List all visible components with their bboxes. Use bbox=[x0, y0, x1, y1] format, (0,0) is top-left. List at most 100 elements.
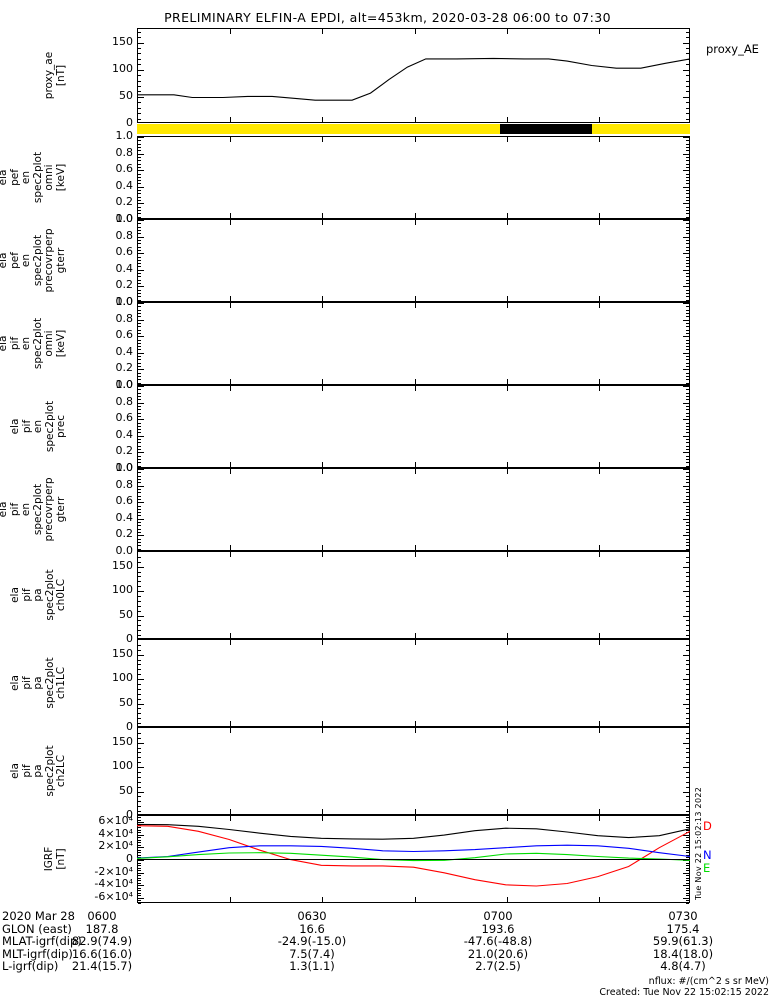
x-tick bbox=[507, 137, 508, 142]
y-minor-tick bbox=[686, 883, 689, 884]
y-minor-tick bbox=[686, 399, 689, 400]
y-minor-tick bbox=[138, 482, 141, 483]
y-minor-tick bbox=[138, 645, 141, 646]
y-tick-label: 0.8 bbox=[115, 228, 134, 242]
y-minor-tick bbox=[138, 147, 141, 148]
y-major-tick bbox=[138, 822, 144, 823]
y-minor-tick bbox=[138, 406, 141, 407]
y-minor-tick bbox=[138, 263, 141, 264]
y-minor-tick bbox=[686, 207, 689, 208]
y-minor-tick bbox=[138, 674, 141, 675]
y-minor-tick bbox=[686, 247, 689, 248]
y-minor-tick bbox=[138, 75, 141, 76]
y-minor-tick bbox=[138, 767, 141, 768]
y-minor-tick bbox=[686, 601, 689, 602]
y-major-tick bbox=[138, 170, 144, 171]
y-minor-tick bbox=[138, 270, 141, 271]
x-tick bbox=[599, 545, 600, 550]
x-tick bbox=[415, 816, 416, 821]
y-minor-tick bbox=[138, 562, 141, 563]
y-minor-tick bbox=[686, 684, 689, 685]
y-tick-label: 50 bbox=[119, 88, 133, 102]
y-minor-tick bbox=[138, 164, 141, 165]
y-minor-tick bbox=[138, 119, 141, 120]
x-tick bbox=[415, 117, 416, 122]
y-minor-tick bbox=[686, 572, 689, 573]
x-tick bbox=[507, 296, 508, 301]
x-tick bbox=[322, 640, 323, 645]
x-tick bbox=[322, 809, 323, 814]
y-minor-tick bbox=[138, 190, 141, 191]
y-minor-tick bbox=[138, 466, 141, 467]
y-minor-tick bbox=[686, 369, 689, 370]
y-minor-tick bbox=[138, 207, 141, 208]
y-minor-tick bbox=[686, 855, 689, 856]
y-tick-label: 0.8 bbox=[115, 145, 134, 159]
y-minor-tick bbox=[686, 43, 689, 44]
y-minor-tick bbox=[138, 108, 141, 109]
y-minor-tick bbox=[686, 713, 689, 714]
y-minor-tick bbox=[138, 723, 141, 724]
x-tick bbox=[322, 816, 323, 821]
y-minor-tick bbox=[686, 757, 689, 758]
y-tick-label: -4×10⁴ bbox=[94, 877, 133, 891]
y-minor-tick bbox=[138, 217, 141, 218]
y-major-tick bbox=[138, 452, 144, 453]
y-minor-tick bbox=[138, 200, 141, 201]
y-minor-tick bbox=[686, 596, 689, 597]
y-minor-tick bbox=[138, 796, 141, 797]
y-minor-tick bbox=[138, 694, 141, 695]
y-minor-tick bbox=[686, 462, 689, 463]
y-major-tick bbox=[138, 898, 144, 899]
x-tick bbox=[230, 545, 231, 550]
y-minor-tick bbox=[138, 213, 141, 214]
ephemeris-value: 7.5(7.4) bbox=[289, 946, 335, 961]
y-minor-tick bbox=[138, 496, 141, 497]
x-tick bbox=[507, 29, 508, 34]
y-minor-tick bbox=[686, 432, 689, 433]
y-minor-tick bbox=[686, 486, 689, 487]
ephemeris-value: 4.8(4.7) bbox=[660, 959, 706, 974]
y-tick-label: 2×10⁴ bbox=[98, 839, 133, 853]
y-tick-label: 50 bbox=[119, 607, 133, 621]
y-minor-tick bbox=[686, 323, 689, 324]
y-minor-tick bbox=[686, 845, 689, 846]
y-minor-tick bbox=[138, 359, 141, 360]
y-minor-tick bbox=[686, 403, 689, 404]
ephemeris-value: 16.6(16.0) bbox=[71, 946, 133, 961]
x-tick bbox=[599, 462, 600, 467]
y-tick-label: 100 bbox=[112, 759, 133, 773]
y-minor-tick bbox=[686, 164, 689, 165]
y-minor-tick bbox=[686, 606, 689, 607]
data-availability-bar bbox=[137, 124, 690, 134]
y-minor-tick bbox=[138, 601, 141, 602]
y-minor-tick bbox=[138, 336, 141, 337]
y-minor-tick bbox=[686, 562, 689, 563]
y-minor-tick bbox=[138, 436, 141, 437]
ephemeris-value: 0630 bbox=[297, 909, 327, 923]
y-tick-label: 0.2 bbox=[115, 278, 134, 292]
y-minor-tick bbox=[686, 529, 689, 530]
y-tick-label: 150 bbox=[112, 646, 133, 660]
y-minor-tick bbox=[138, 748, 141, 749]
y-minor-tick bbox=[138, 53, 141, 54]
y-minor-tick bbox=[686, 539, 689, 540]
x-tick bbox=[322, 303, 323, 308]
y-minor-tick bbox=[686, 442, 689, 443]
y-minor-tick bbox=[686, 762, 689, 763]
y-minor-tick bbox=[686, 210, 689, 211]
y-minor-tick bbox=[138, 699, 141, 700]
y-minor-tick bbox=[686, 772, 689, 773]
y-major-tick bbox=[138, 187, 144, 188]
y-major-tick bbox=[138, 70, 144, 71]
ephemeris-value: 193.6 bbox=[481, 921, 515, 936]
y-minor-tick bbox=[686, 119, 689, 120]
ephemeris-value: 21.0(20.6) bbox=[467, 946, 529, 961]
y-minor-tick bbox=[138, 806, 141, 807]
y-minor-tick bbox=[686, 863, 689, 864]
y-minor-tick bbox=[686, 660, 689, 661]
y-minor-tick bbox=[686, 81, 689, 82]
y-minor-tick bbox=[138, 429, 141, 430]
y-minor-tick bbox=[138, 276, 141, 277]
y-minor-tick bbox=[138, 900, 141, 901]
